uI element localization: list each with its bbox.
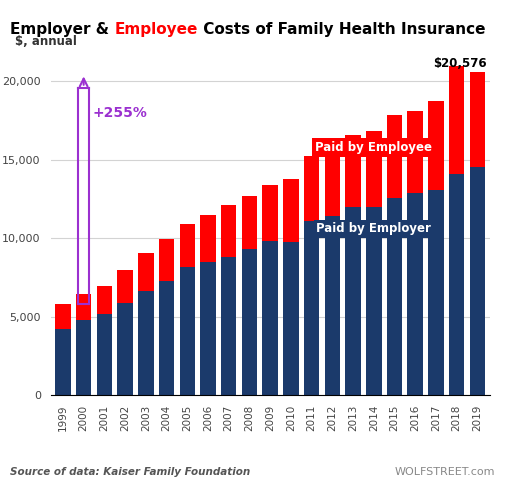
Bar: [200, 262, 216, 395]
Text: Paid by Employee: Paid by Employee: [315, 141, 432, 154]
Bar: [200, 215, 216, 262]
Bar: [242, 196, 257, 249]
Text: $20,576: $20,576: [433, 57, 487, 70]
Bar: [325, 148, 340, 216]
Bar: [366, 131, 382, 207]
Bar: [387, 115, 402, 198]
Bar: [76, 320, 91, 395]
Bar: [304, 221, 319, 395]
Bar: [263, 241, 278, 395]
Bar: [345, 135, 361, 207]
Text: +255%: +255%: [93, 106, 148, 120]
Bar: [221, 205, 236, 257]
Text: Costs of Family Health Insurance: Costs of Family Health Insurance: [198, 22, 485, 37]
Text: WOLFSTREET.com: WOLFSTREET.com: [394, 467, 495, 477]
Bar: [55, 329, 71, 395]
Bar: [470, 167, 485, 395]
Bar: [221, 257, 236, 395]
Bar: [117, 270, 133, 303]
Bar: [366, 207, 382, 395]
Bar: [138, 291, 154, 395]
Bar: [76, 294, 91, 320]
Bar: [159, 281, 174, 395]
Text: Source of data: Kaiser Family Foundation: Source of data: Kaiser Family Foundation: [10, 467, 250, 477]
Text: Employer &: Employer &: [10, 22, 114, 37]
Bar: [449, 174, 465, 395]
Bar: [96, 314, 112, 395]
Bar: [449, 66, 465, 174]
Bar: [428, 190, 444, 395]
Bar: [179, 267, 195, 395]
Bar: [408, 193, 423, 395]
Bar: [96, 286, 112, 314]
Bar: [283, 242, 298, 395]
Bar: [325, 216, 340, 395]
Text: Paid by Employer: Paid by Employer: [316, 222, 431, 235]
Bar: [470, 72, 485, 167]
Bar: [117, 303, 133, 395]
Bar: [345, 207, 361, 395]
Bar: [304, 156, 319, 221]
Bar: [55, 304, 71, 329]
Bar: [387, 198, 402, 395]
Text: $, annual: $, annual: [15, 35, 77, 48]
Bar: [179, 225, 195, 267]
Bar: [283, 179, 298, 242]
Bar: [263, 186, 278, 241]
Bar: [242, 249, 257, 395]
Bar: [138, 253, 154, 291]
Bar: [159, 239, 174, 281]
Text: Employee: Employee: [114, 22, 198, 37]
Bar: [408, 110, 423, 193]
Bar: [428, 101, 444, 190]
